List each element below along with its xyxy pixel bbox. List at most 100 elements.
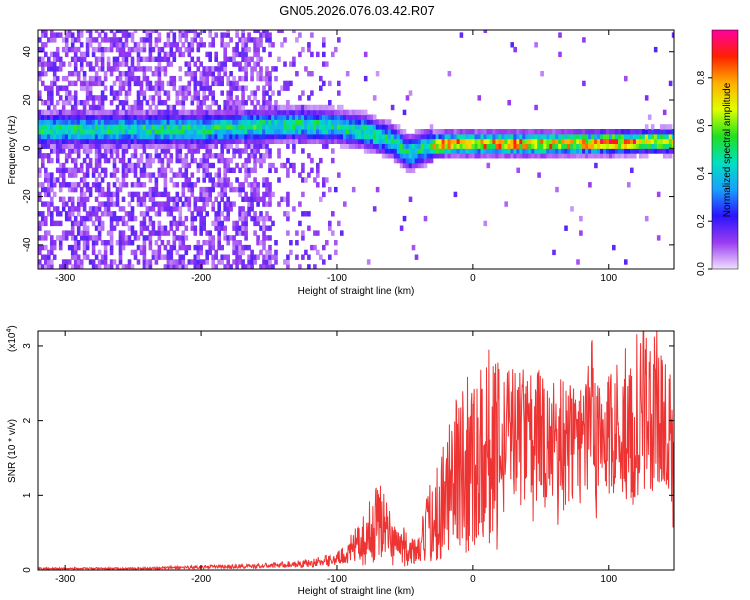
spectrogram-cell	[360, 129, 365, 135]
spectrogram-cell	[271, 191, 275, 198]
spectrogram-cell	[133, 167, 138, 173]
spectrogram-cell	[399, 148, 404, 154]
spectrogram-cell	[73, 186, 78, 193]
spectrogram-cell	[61, 182, 66, 188]
spectrogram-cell	[38, 235, 42, 241]
spectrogram-cell	[79, 32, 84, 38]
spectrogram-cell	[58, 235, 63, 241]
spectrogram-cell	[343, 119, 347, 125]
spectrogram-cell	[44, 264, 48, 269]
spectrogram-cell	[307, 42, 311, 48]
spectrogram-cell	[268, 153, 272, 159]
spectrogram-cell	[103, 206, 108, 212]
spectrogram-cell	[226, 240, 230, 246]
spectrogram-cell	[665, 148, 670, 154]
spectrogram-cell	[247, 153, 251, 159]
spectrogram-cell	[313, 133, 317, 140]
spectrogram-cell	[112, 133, 117, 140]
spectrogram-cell	[202, 42, 206, 48]
spectrogram-cell	[292, 30, 296, 33]
spectrogram-cell	[211, 220, 215, 227]
spectrogram-cell	[582, 129, 586, 135]
spectrogram-cell	[507, 129, 511, 135]
spectrogram-cell	[217, 211, 221, 217]
spectrogram-cell	[468, 133, 473, 140]
spectrogram-cell	[121, 157, 126, 164]
spectrogram-cell	[163, 172, 168, 178]
spectrogram-cell	[172, 143, 177, 149]
spectrogram-cell	[169, 129, 174, 135]
spectrogram-cell	[133, 143, 138, 149]
spectrogram-cell	[47, 85, 51, 91]
spectrogram-cell	[408, 148, 413, 154]
spectrogram-cell	[301, 114, 305, 120]
spectrogram-cell	[178, 46, 183, 53]
spectrogram-cell	[133, 249, 138, 256]
spectrogram-cell	[97, 119, 102, 125]
spectrogram-cell	[130, 191, 135, 198]
spectrogram-cell	[235, 119, 239, 125]
spectrogram-cell	[668, 148, 673, 154]
spectrogram-cell	[286, 143, 290, 149]
spectrogram-cell	[618, 153, 622, 159]
spectrogram-cell	[268, 71, 272, 77]
spectrogram-cell	[38, 124, 42, 130]
spectrogram-cell	[103, 254, 108, 260]
spectrogram-cell	[310, 90, 314, 96]
spectrogram-cell	[58, 61, 63, 67]
spectrogram-cell	[199, 244, 203, 251]
spectrogram-cell	[235, 80, 239, 87]
spectrogram-cell	[322, 61, 326, 67]
spectrogram-cell	[495, 138, 499, 144]
spectrogram-cell	[148, 196, 153, 202]
spectrogram-cell	[618, 143, 622, 149]
spectrogram-cell	[471, 138, 476, 144]
spectrogram-cell	[118, 254, 123, 260]
spectrogram-cell	[184, 32, 189, 38]
spectrogram-cell	[184, 244, 189, 251]
spectrogram-cell	[579, 133, 583, 140]
spectrogram-cell	[44, 32, 48, 38]
spectrogram-cell	[163, 153, 168, 159]
spectrogram-cell	[202, 259, 206, 265]
spectrogram-cell	[166, 249, 171, 256]
spectrogram-cell	[650, 138, 655, 144]
spectrogram-cell	[44, 114, 48, 120]
spectrogram-cell	[459, 133, 464, 140]
spectrogram-cell	[64, 119, 69, 125]
spectrogram-cell	[124, 119, 129, 125]
spectrogram-cell	[298, 124, 302, 130]
spectrogram-cell	[112, 211, 117, 217]
spectrogram-cell	[169, 104, 174, 111]
spectrogram-cell	[41, 124, 45, 130]
spectrogram-cell	[298, 114, 302, 120]
spectrogram-cell	[73, 240, 78, 246]
spectrogram-cell	[351, 143, 356, 149]
spectrogram-cell	[411, 153, 416, 159]
spectrogram-cell	[381, 133, 386, 140]
spectrogram-cell	[181, 264, 186, 269]
spectrogram-cell	[127, 201, 132, 207]
spectrogram-cell	[259, 162, 263, 169]
spectrogram-cell	[115, 66, 120, 72]
spectrogram-cell	[47, 153, 51, 159]
spectrogram-cell	[151, 186, 156, 193]
spectrogram-cell	[169, 124, 174, 130]
spectrogram-cell	[181, 182, 186, 188]
spectrogram-cell	[298, 104, 302, 111]
spectrogram-cell	[226, 254, 230, 260]
spectrogram-cell	[633, 138, 637, 144]
spectrogram-cell	[582, 138, 586, 144]
spectrogram-cell	[337, 114, 341, 120]
spectrogram-cell	[151, 109, 156, 116]
spectrogram-cell	[172, 56, 177, 62]
spectrogram-cell	[76, 244, 81, 251]
spectrogram-cell	[145, 129, 150, 135]
spectrogram-cell	[124, 138, 129, 144]
snr-x-label: Height of straight line (km)	[298, 586, 415, 597]
spectrogram-cell	[70, 143, 75, 149]
spectrogram-cell	[163, 71, 168, 77]
spectrogram-cell	[369, 114, 374, 120]
spectrogram-cell	[579, 230, 583, 236]
spectrogram-cell	[160, 109, 165, 116]
